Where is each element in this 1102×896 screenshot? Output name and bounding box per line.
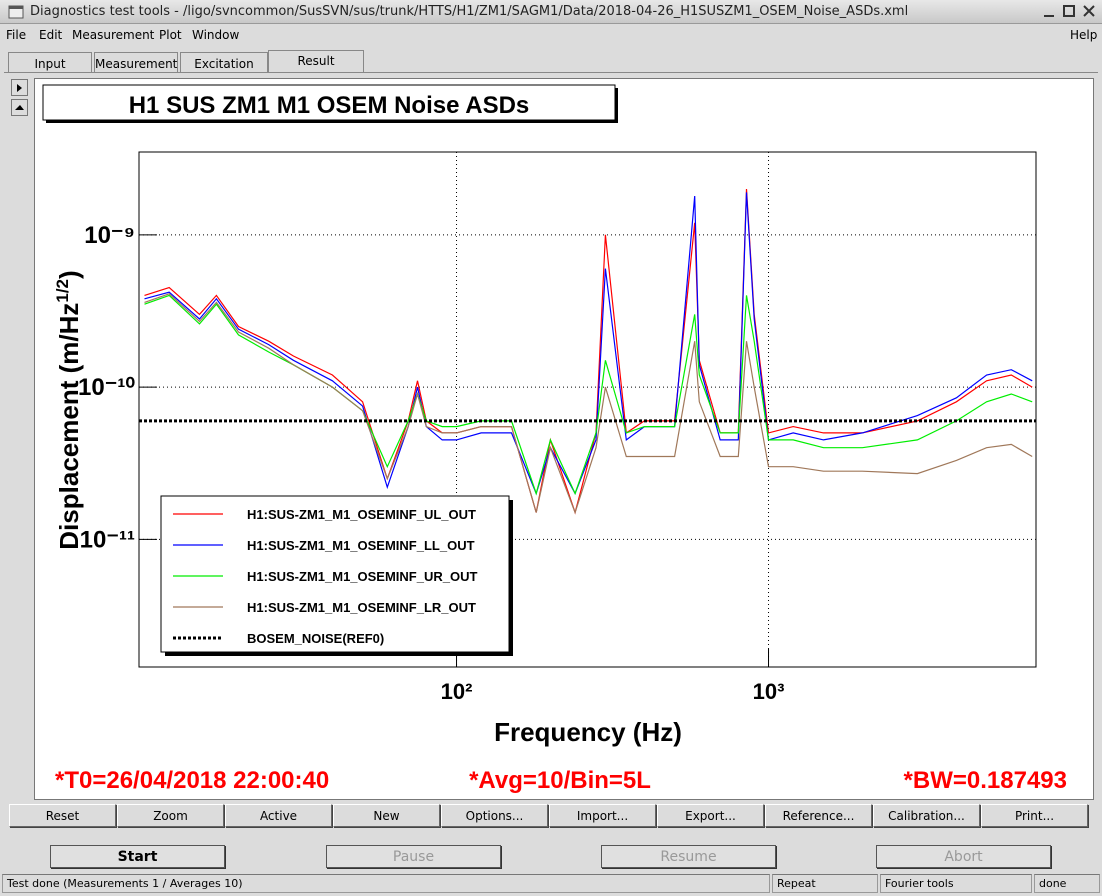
button: Resume — [601, 845, 776, 868]
chart: H1 SUS ZM1 M1 OSEM Noise ASDs Frequency … — [42, 84, 1067, 794]
legend — [160, 495, 510, 653]
legend-label: H1:SUS-ZM1_M1_OSEMINF_UL_OUT — [247, 507, 476, 522]
parameter-text: *Avg=10/Bin=5L — [469, 767, 651, 794]
x-tick-label: 10² — [441, 679, 473, 704]
button[interactable]: Options... — [441, 804, 548, 827]
window-controls[interactable] — [1040, 2, 1100, 22]
legend-label: H1:SUS-ZM1_M1_OSEMINF_LR_OUT — [247, 600, 476, 615]
tab[interactable]: Input — [8, 52, 92, 73]
button[interactable]: Reset — [9, 804, 116, 827]
tab[interactable]: Excitation — [180, 52, 268, 73]
y-axis-label: Displacement (m/Hz1/2) — [53, 270, 84, 549]
status-text: Fourier tools — [880, 874, 1032, 893]
title-box — [42, 84, 616, 121]
button[interactable]: New — [333, 804, 440, 827]
button[interactable]: Start — [50, 845, 225, 868]
y-tick-label: 10⁻⁹ — [84, 222, 135, 249]
button[interactable]: Import... — [549, 804, 656, 827]
tab-active[interactable]: Result — [268, 50, 364, 73]
window-title: Diagnostics test tools - /ligo/svncommon… — [30, 4, 909, 19]
y-tick-label: 10⁻¹¹ — [80, 526, 135, 553]
chart-title: H1 SUS ZM1 M1 OSEM Noise ASDs — [129, 92, 530, 119]
window-icon — [8, 5, 24, 19]
menu-item[interactable]: File — [6, 28, 27, 42]
y-tick-label: 10⁻¹⁰ — [78, 374, 135, 401]
y-axis-label-sup: 1/2 — [53, 279, 72, 303]
button[interactable]: Zoom — [117, 804, 224, 827]
button: Pause — [326, 845, 501, 868]
menu-item[interactable]: Edit — [39, 28, 63, 42]
button[interactable]: Active — [225, 804, 332, 827]
x-axis-label: Frequency (Hz) — [494, 717, 682, 747]
status-text: Test done (Measurements 1 / Averages 10) — [2, 874, 770, 893]
button[interactable]: Reference... — [765, 804, 872, 827]
series-line — [144, 188, 1033, 515]
button[interactable]: Print... — [981, 804, 1088, 827]
x-tick-label: 10³ — [753, 679, 785, 704]
menu-item[interactable]: Window — [192, 28, 240, 42]
series-line — [144, 293, 1033, 515]
legend-label: H1:SUS-ZM1_M1_OSEMINF_UR_OUT — [247, 569, 477, 584]
button: Abort — [876, 845, 1051, 868]
tab-line — [4, 72, 1098, 74]
legend-label: BOSEM_NOISE(REF0) — [247, 631, 384, 646]
parameter-text: *T0=26/04/2018 22:00:40 — [55, 767, 329, 794]
parameter-text: *BW=0.187493 — [904, 767, 1067, 794]
y-axis-label-end: ) — [54, 270, 84, 279]
status-text: Repeat — [772, 874, 878, 893]
y-axis-label-text: Displacement (m/Hz — [54, 303, 84, 550]
menu-item[interactable]: Measurement — [72, 28, 155, 42]
menu-item[interactable]: Help — [1070, 28, 1098, 42]
button[interactable]: Calibration... — [873, 804, 980, 827]
legend-label: H1:SUS-ZM1_M1_OSEMINF_LL_OUT — [247, 538, 475, 553]
tab[interactable]: Measurement — [94, 52, 178, 73]
pad-arrows[interactable] — [11, 79, 29, 117]
title-bar: Diagnostics test tools - /ligo/svncommon… — [0, 0, 1102, 24]
menu-item[interactable]: Plot — [159, 28, 182, 42]
series-line — [144, 192, 1033, 496]
menu-bar: File Edit Measurement Plot Window Help — [0, 24, 1102, 46]
status-text: done — [1034, 874, 1100, 893]
button[interactable]: Export... — [657, 804, 764, 827]
